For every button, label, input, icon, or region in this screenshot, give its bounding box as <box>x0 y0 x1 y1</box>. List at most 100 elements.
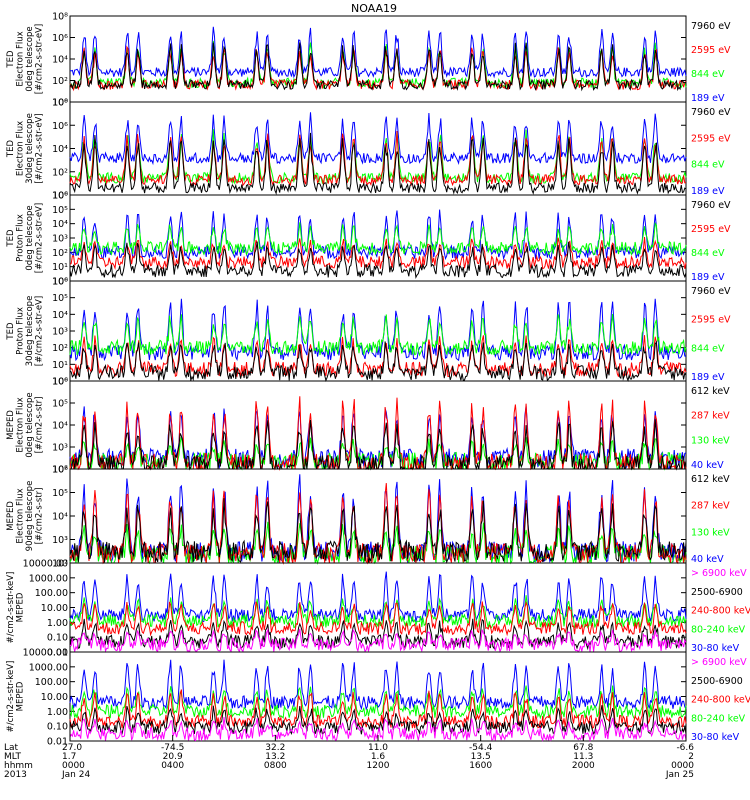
y-tick-label: 10² <box>52 167 68 178</box>
legend-entry: > 6900 keV <box>691 568 747 579</box>
y-tick-label: 100.00 <box>35 677 68 688</box>
y-tick-label: 10000.00 <box>23 559 68 570</box>
y-axis-label: 30deg telescope <box>25 113 35 184</box>
y-axis-label: MEPED <box>6 410 16 440</box>
legend-entry: 40 keV <box>691 554 724 565</box>
y-tick-label: 10³ <box>52 327 68 338</box>
y-tick-label: 10⁶ <box>52 191 68 202</box>
x-tick-label: 0800 <box>264 761 287 771</box>
legend-entry: 130 keV <box>691 527 730 538</box>
legend-entry: 30-80 keV <box>691 643 740 654</box>
series-line <box>69 112 687 166</box>
x-tick-label: 13.2 <box>265 752 285 762</box>
legend-entry: 844 eV <box>691 343 725 354</box>
series-line <box>69 209 687 261</box>
legend-entry: 7960 eV <box>691 107 731 118</box>
legend-entry: 7960 eV <box>691 286 731 297</box>
legend-entry: 130 keV <box>691 435 730 446</box>
y-axis-label: MEPED <box>6 501 16 531</box>
y-tick-label: 10² <box>52 559 68 570</box>
x-tick-label: -54.4 <box>469 743 493 753</box>
legend-entry: 612 keV <box>691 386 730 397</box>
legend-entry: 2595 eV <box>691 315 731 326</box>
series-line <box>69 313 687 357</box>
series-line <box>69 42 687 92</box>
legend-entry: 80-240 keV <box>691 624 746 635</box>
series-line <box>69 298 687 362</box>
y-tick-label: 0.01 <box>47 737 68 748</box>
legend-entry: 189 eV <box>691 93 725 104</box>
x-tick-label: 2000 <box>572 761 595 771</box>
x-tick-label: 67.8 <box>573 743 593 753</box>
y-axis-label: MEPED <box>16 681 26 711</box>
series-line <box>69 340 687 383</box>
y-tick-label: 10⁴ <box>52 219 68 230</box>
y-axis-label: Proton Flux <box>16 214 26 262</box>
series-line <box>69 26 687 79</box>
y-tick-label: 10¹ <box>52 262 68 273</box>
x-tick-label: 32.2 <box>265 743 285 753</box>
y-tick-label: 10000.00 <box>23 648 68 659</box>
legend-entry: 2595 eV <box>691 133 731 144</box>
y-axis-label: TED <box>6 139 16 158</box>
y-tick-label: 10⁰ <box>52 377 68 388</box>
y-tick-label: 10⁸ <box>52 12 68 23</box>
x-tick-label: 0400 <box>161 761 184 771</box>
series-line <box>69 627 687 654</box>
x-tick-label: 1.7 <box>62 752 76 762</box>
legend-entry: 2595 eV <box>691 45 731 56</box>
y-axis-label: Proton Flux <box>16 307 26 355</box>
y-axis-label: Electron Flux <box>16 121 26 176</box>
legend-entry: 7960 eV <box>691 21 731 32</box>
y-tick-label: 10² <box>52 76 68 87</box>
series-line <box>69 498 687 564</box>
legend-entry: 189 eV <box>691 272 725 283</box>
legend-entry: 2595 eV <box>691 224 731 235</box>
x-tick-label: -74.5 <box>161 743 184 753</box>
legend-entry: 844 eV <box>691 69 725 80</box>
panel-6: 10² 10³ 10⁴ 10⁵ 10⁶ MEPED Electron Flux 90deg t… <box>6 465 730 570</box>
y-axis-label: [#/cm2-s-str-eV] <box>35 203 45 273</box>
legend-entry: 240-800 keV <box>691 606 750 617</box>
y-axis-label: 90deg telescope <box>25 481 35 552</box>
y-axis-label: 0deg telescope <box>25 392 35 457</box>
series-line <box>69 659 687 711</box>
panel-8: 0.01 0.10 1.00 10.00 100.00 1000.00 10000.00 #/… <box>6 648 750 748</box>
y-tick-label: 10³ <box>52 443 68 454</box>
x-row-label: Lat <box>4 743 19 753</box>
y-tick-label: 10³ <box>52 535 68 546</box>
legend-entry: 80-240 keV <box>691 713 746 724</box>
y-tick-label: 10⁰ <box>52 277 68 288</box>
y-axis-label: MEPED <box>16 592 26 622</box>
legend-entry: 844 eV <box>691 248 725 259</box>
series-line <box>69 45 687 92</box>
panel-2: 10⁰ 10² 10⁴ 10⁶ 10⁸ TED Electron Flux 30deg tel… <box>6 98 731 202</box>
panel-1: 10⁰ 10² 10⁴ 10⁶ 10⁸ TED Electron Flux 0deg tele… <box>6 12 731 109</box>
y-tick-label: 10⁶ <box>52 465 68 476</box>
y-tick-label: 10.00 <box>41 603 68 614</box>
y-axis-label: [#/cm2-s-str] <box>35 488 45 545</box>
legend-entry: 612 keV <box>691 474 730 485</box>
y-tick-label: 10⁴ <box>52 144 68 155</box>
y-tick-label: 10⁶ <box>52 121 68 132</box>
series-line <box>69 132 687 195</box>
legend-entry: 844 eV <box>691 160 725 171</box>
y-tick-label: 10⁴ <box>52 55 68 66</box>
x-tick-label: 0000 <box>671 761 694 771</box>
y-axis-label: #/cm2-s-str-keV] <box>6 572 16 644</box>
y-tick-label: 1.00 <box>47 707 68 718</box>
y-axis-label: 0deg telescope <box>25 205 35 270</box>
y-axis-label: 30deg telescope <box>25 296 35 367</box>
y-tick-label: 10⁶ <box>52 33 68 44</box>
series-line <box>69 236 687 271</box>
x-tick-label: 20.9 <box>163 752 183 762</box>
y-axis-label: Electron Flux <box>16 488 26 543</box>
x-tick-label: 13.5 <box>471 752 491 762</box>
y-tick-label: 10⁴ <box>52 512 68 523</box>
y-tick-label: 10⁸ <box>52 98 68 109</box>
x-row-label: MLT <box>4 752 22 762</box>
x-tick-label: 1600 <box>469 761 492 771</box>
series-line <box>69 685 687 720</box>
x-row-label: 2013 <box>4 770 27 780</box>
